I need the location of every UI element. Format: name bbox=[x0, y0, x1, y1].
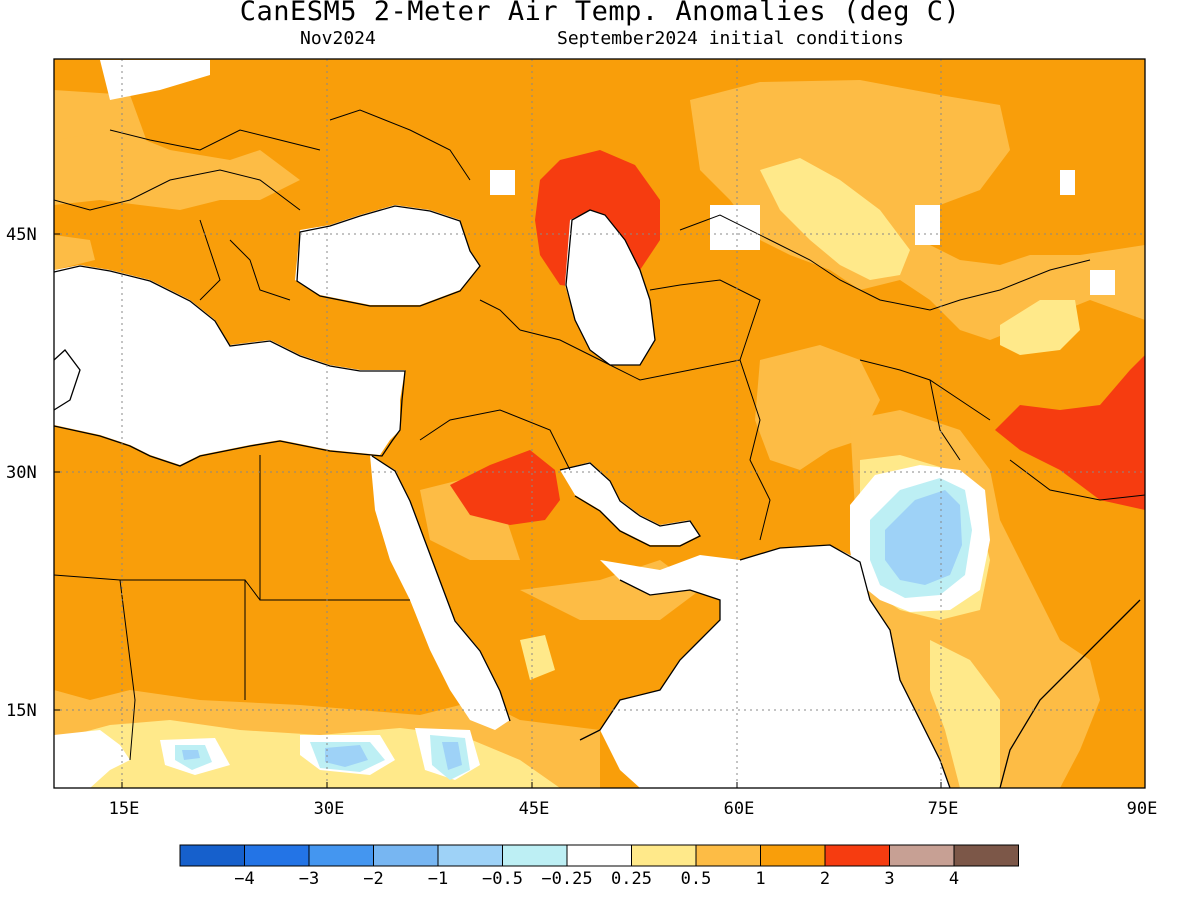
colorbar-swatch bbox=[889, 844, 955, 867]
colorbar-tick-label: 4 bbox=[948, 869, 960, 889]
lon-label-45e: 45E bbox=[518, 799, 550, 819]
colorbar-tick-label: −1 bbox=[427, 869, 449, 889]
colorbar-swatch bbox=[179, 844, 245, 867]
colorbar-swatch bbox=[824, 844, 890, 867]
colorbar-swatch bbox=[953, 844, 1019, 867]
initial-conditions: September2024 initial conditions bbox=[557, 28, 904, 49]
colorbar-tick-label: −3 bbox=[298, 869, 320, 889]
colorbar-swatch bbox=[502, 844, 568, 867]
sea-mask bbox=[54, 60, 1115, 788]
anomaly-zone-blue bbox=[182, 490, 962, 770]
axis-ticks bbox=[54, 233, 942, 788]
lat-label-45n: 45N bbox=[6, 225, 37, 245]
map-frame bbox=[53, 58, 1146, 789]
colorbar bbox=[179, 844, 1019, 867]
graticule bbox=[54, 59, 1145, 788]
coastlines bbox=[54, 205, 1141, 788]
colorbar-swatch bbox=[244, 844, 310, 867]
colorbar-tick-label: −4 bbox=[234, 869, 255, 889]
colorbar-swatch bbox=[566, 844, 632, 867]
colorbar-swatch bbox=[695, 844, 761, 867]
colorbar-tick-label: 2 bbox=[819, 869, 831, 889]
country-borders bbox=[54, 109, 1145, 761]
colorbar-tick-label: 3 bbox=[884, 869, 895, 889]
colorbar-swatch bbox=[437, 844, 503, 867]
map-title: CanESM5 2-Meter Air Temp. Anomalies (deg… bbox=[239, 0, 961, 27]
colorbar-swatch bbox=[373, 844, 439, 867]
colorbar-tick-label: 0.5 bbox=[680, 869, 712, 889]
lon-label-75e: 75E bbox=[927, 799, 959, 819]
colorbar-tick-label: 1 bbox=[755, 869, 766, 889]
lon-label-15e: 15E bbox=[108, 799, 140, 819]
forecast-month: Nov2024 bbox=[300, 28, 376, 49]
lat-label-15n: 15N bbox=[6, 701, 37, 721]
lat-label-30n: 30N bbox=[6, 463, 37, 483]
colorbar-tick-label: −0.25 bbox=[541, 869, 593, 889]
colorbar-swatch bbox=[308, 844, 374, 867]
colorbar-tick-label: −0.5 bbox=[482, 869, 523, 889]
map-field bbox=[54, 59, 1145, 788]
colorbar-tick-label: −2 bbox=[363, 869, 384, 889]
colorbar-swatch bbox=[631, 844, 697, 867]
lon-label-30e: 30E bbox=[313, 799, 345, 819]
colorbar-tick-label: 0.25 bbox=[611, 869, 652, 889]
lon-label-90e: 90E bbox=[1126, 799, 1158, 819]
lon-label-60e: 60E bbox=[723, 799, 755, 819]
colorbar-swatch bbox=[760, 844, 826, 867]
